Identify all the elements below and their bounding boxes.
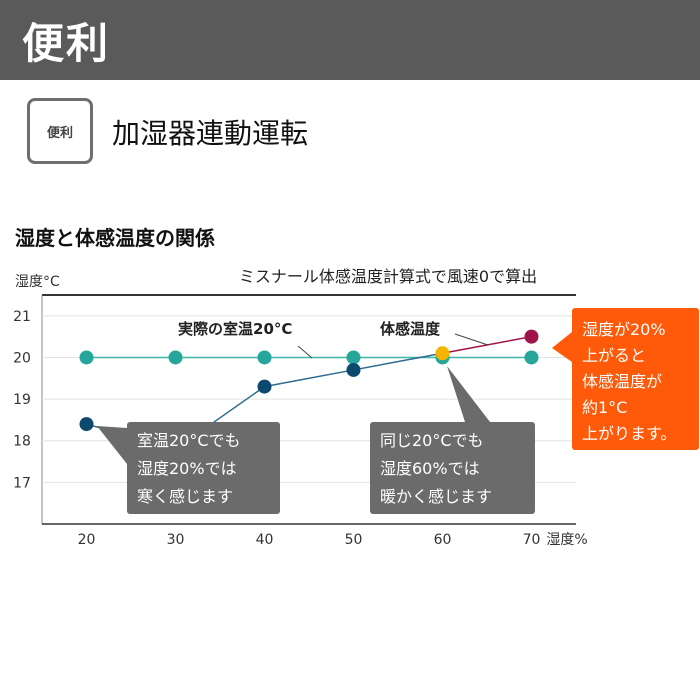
point-feels-60 [435,346,450,361]
x-tick-50: 50 [345,532,363,548]
callout-c3-line-0: 湿度が20% [582,320,666,339]
x-tick-20: 20 [78,532,96,548]
series-room-label: 実際の室温20°C [178,320,292,338]
callout-c2-pointer [447,366,490,422]
callout-c1-line-2: 寒く感じます [137,487,233,506]
callout-c2-line-0: 同じ20°Cでも [380,431,484,450]
callout-c3-pointer [552,332,572,362]
callout-c2-line-1: 湿度60%では [380,459,480,478]
y-tick-21: 21 [13,309,31,325]
x-tick-40: 40 [256,532,274,548]
x-tick-60: 60 [434,532,452,548]
feature-badge: 便利 [27,98,93,164]
callout-c3-line-4: 上がります。 [582,424,676,443]
point-room-20 [79,350,94,365]
humidity-chart: ミスナール体感温度計算式で風速0で算出 湿度°C 17 18 19 20 21 20 30 40 5… [0,250,700,700]
callout-c1-line-1: 湿度20%では [137,459,237,478]
chart-svg: ミスナール体感温度計算式で風速0で算出 湿度°C 17 18 19 20 21 20 30 40 5… [13,267,699,548]
callout-c3-line-1: 上がると [582,346,646,365]
callout-c1-box [127,422,280,514]
leader-room [297,345,313,359]
point-room-30 [168,350,183,365]
point-feels-50 [346,362,361,377]
chart-title: ミスナール体感温度計算式で風速0で算出 [239,267,537,286]
callout-c2-box [370,422,535,514]
point-room-50 [346,350,361,365]
series-feels-segment-2 [264,369,354,388]
callout-c1-pointer [97,426,127,464]
y-tick-17: 17 [13,475,31,491]
leader-feels [454,333,489,346]
x-tick-70: 70 [523,532,541,548]
point-room-40 [257,350,272,365]
point-feels-20 [79,417,94,432]
callout-c2-line-2: 暖かく感じます [380,487,492,506]
y-tick-19: 19 [13,392,31,408]
point-feels-40 [257,379,272,394]
section-title: 湿度と体感温度の関係 [15,226,215,250]
header-bar: 便利 [0,0,700,80]
feature-title: 加湿器連動運転 [112,117,309,150]
callout-c3-box [572,308,699,450]
series-feels-label: 体感温度 [380,320,441,338]
point-feels-70 [524,329,539,344]
y-axis-label: 湿度°C [15,274,60,290]
y-tick-20: 20 [13,350,31,366]
x-tick-30: 30 [167,532,185,548]
series-feels-segment-3 [353,352,443,371]
point-room-70 [524,350,539,365]
callout-c1-line-0: 室温20°Cでも [137,431,241,450]
y-tick-18: 18 [13,434,31,450]
header-title: 便利 [22,19,111,68]
callout-c3-line-2: 体感温度が [582,372,662,391]
callout-c3-line-3: 約1°C [582,398,627,417]
x-axis-label: 湿度% [546,532,587,548]
